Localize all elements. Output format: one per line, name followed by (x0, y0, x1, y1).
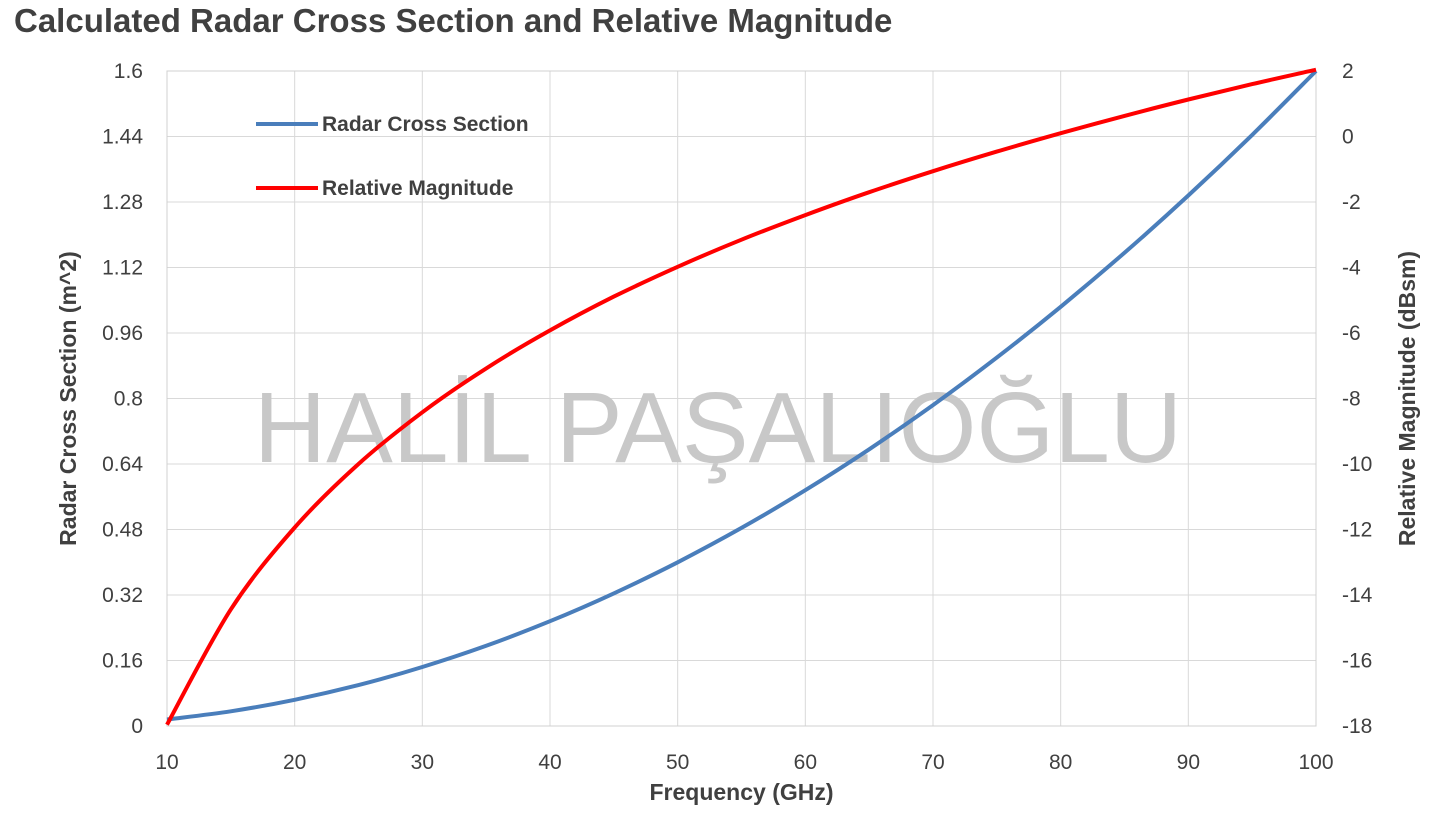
x-tick-label: 70 (921, 751, 944, 774)
y2-tick-label: -12 (1342, 519, 1372, 542)
y-axis-tick-labels: 0 0.16 0.32 0.48 0.64 0.8 0.96 1.12 1.28 1.44 1.6 (102, 60, 143, 738)
chart-title: Calculated Radar Cross Section and Relat… (14, 2, 893, 39)
x-tick-label: 60 (794, 751, 817, 774)
x-tick-label: 10 (155, 751, 178, 774)
x-axis-title: Frequency (GHz) (649, 779, 833, 805)
y-tick-label: 0.96 (102, 322, 143, 345)
y-tick-label: 1.44 (102, 126, 143, 149)
series-line-radar-cross-section (166, 69, 1318, 722)
y-tick-label: 1.12 (102, 257, 143, 280)
y2-tick-label: -2 (1342, 191, 1361, 214)
y2-tick-label: -18 (1342, 715, 1372, 738)
x-tick-label: 80 (1049, 751, 1072, 774)
x-tick-label: 20 (283, 751, 306, 774)
y2-tick-label: -8 (1342, 388, 1361, 411)
plot-area-border (166, 70, 1317, 727)
x-tick-label: 30 (411, 751, 434, 774)
y-tick-label: 1.28 (102, 191, 143, 214)
x-tick-label: 40 (538, 751, 561, 774)
x-tick-label: 100 (1298, 751, 1333, 774)
y2-tick-label: -16 (1342, 650, 1372, 673)
y2-axis-tick-labels: -18 -16 -14 -12 -10 -8 -6 -4 -2 0 2 (1342, 60, 1373, 738)
y2-tick-label: 0 (1342, 126, 1354, 149)
y2-tick-label: -4 (1342, 257, 1361, 280)
y-tick-label: 0.8 (114, 388, 143, 411)
y-axis-title: Radar Cross Section (m^2) (55, 251, 81, 546)
x-axis-tick-labels: 10 20 30 40 50 60 70 80 90 100 (155, 751, 1333, 774)
y-tick-label: 0.48 (102, 519, 143, 542)
y-tick-label: 0.64 (102, 453, 143, 476)
x-tick-label: 90 (1177, 751, 1200, 774)
x-tick-label: 50 (666, 751, 689, 774)
series-line-relative-magnitude (165, 67, 1317, 726)
y-tick-label: 0.32 (102, 584, 143, 607)
legend-label: Relative Magnitude (322, 177, 513, 200)
legend-label: Radar Cross Section (322, 113, 529, 136)
y2-tick-label: -14 (1342, 584, 1373, 607)
y-tick-label: 0.16 (102, 650, 143, 673)
y2-axis-title: Relative Magnitude (dBsm) (1394, 251, 1420, 546)
y-tick-label: 0 (131, 715, 143, 738)
y2-tick-label: -10 (1342, 453, 1372, 476)
y2-tick-label: 2 (1342, 60, 1354, 83)
watermark: HALİL PAŞALIOĞLU (254, 372, 1182, 484)
y-tick-label: 1.6 (114, 60, 143, 83)
y2-tick-label: -6 (1342, 322, 1361, 345)
series-lines (165, 67, 1318, 726)
legend: Radar Cross Section Relative Magnitude (256, 113, 529, 200)
